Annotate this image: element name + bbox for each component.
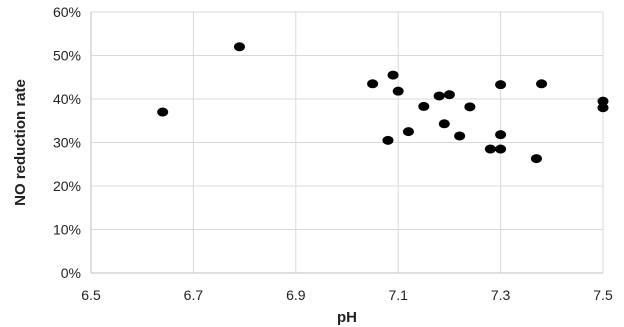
data-point	[433, 91, 445, 101]
data-point	[418, 101, 430, 111]
x-tick-label: 7.5	[593, 287, 613, 303]
data-point	[495, 80, 507, 90]
y-tick-label: 10%	[53, 222, 81, 238]
data-point	[464, 102, 476, 112]
data-point	[402, 127, 414, 137]
data-point	[536, 79, 548, 89]
data-point	[157, 107, 169, 117]
x-tick-label: 6.5	[81, 287, 101, 303]
x-tick-label: 6.7	[184, 287, 204, 303]
data-point	[443, 90, 455, 100]
data-point	[530, 154, 542, 164]
chart-data-points	[157, 42, 609, 164]
x-tick-label: 7.1	[388, 287, 408, 303]
chart-gridlines	[91, 11, 604, 273]
chart-axes	[90, 12, 603, 274]
y-tick-label: 20%	[53, 178, 81, 194]
data-point	[382, 135, 394, 145]
y-tick-label: 40%	[53, 91, 81, 107]
y-tick-label: 60%	[53, 4, 81, 20]
data-point	[495, 130, 507, 140]
data-point	[438, 119, 450, 129]
x-axis-title: pH	[337, 309, 357, 326]
y-tick-label: 0%	[61, 265, 81, 281]
y-axis-title: NO reduction rate	[12, 79, 29, 206]
data-point	[387, 70, 399, 80]
y-tick-label: 30%	[53, 135, 81, 151]
data-point	[454, 131, 466, 141]
chart-tick-labels: 0% 10% 20% 30% 40% 50% 60% 6.5 6.7 6.9 7.1 7.3 7.5	[53, 4, 613, 303]
data-point	[597, 96, 609, 106]
data-point	[233, 42, 245, 52]
x-tick-label: 6.9	[286, 287, 306, 303]
y-tick-label: 50%	[53, 48, 81, 64]
x-tick-label: 7.3	[491, 287, 511, 303]
data-point	[484, 144, 496, 154]
data-point	[367, 79, 379, 89]
data-point	[392, 86, 404, 96]
data-point	[495, 144, 507, 154]
data-point	[597, 103, 609, 113]
